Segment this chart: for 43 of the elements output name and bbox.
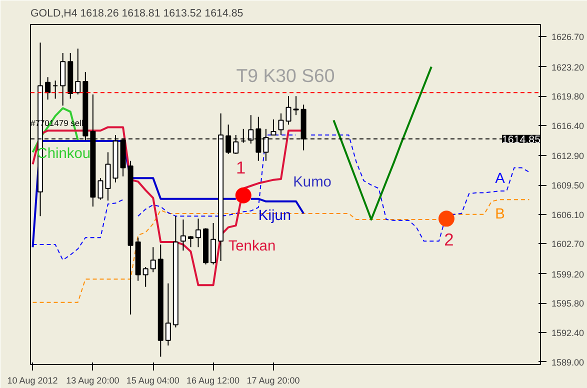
y-tick-label: 1606.10 (552, 210, 584, 220)
x-tick-label: 10 Aug 2012 (7, 376, 58, 386)
series-label: Tenkan (228, 238, 276, 254)
candlestick (270, 118, 276, 136)
y-tick-label: 1616.40 (552, 120, 584, 131)
y-tick-label: 1589.00 (552, 357, 584, 368)
chart-title: GOLD,H4 1618.26 1618.81 1613.52 1614.85 (30, 8, 244, 20)
x-tick-label: 13 Aug 20:00 (66, 376, 120, 386)
y-tick-label: 1619.80 (552, 92, 584, 102)
annotation: 2 (444, 230, 454, 250)
candlestick (210, 222, 216, 265)
y-tick-label: 1626.70 (552, 32, 584, 42)
annotation: Kumo (293, 174, 332, 191)
y-tick-label: 1602.70 (552, 239, 584, 250)
y-tick-label: 1592.40 (552, 328, 584, 338)
candlestick (142, 266, 148, 288)
x-tick-label: 17 Aug 20:00 (246, 376, 300, 386)
y-tick-label: 1623.20 (552, 62, 584, 72)
candlestick (293, 96, 299, 116)
series-label: A (495, 171, 506, 188)
candlestick (98, 178, 104, 200)
candlestick (45, 76, 51, 100)
candlestick (180, 219, 186, 252)
line-series (332, 66, 432, 221)
candlestick (75, 48, 81, 95)
candlestick (52, 80, 58, 100)
annotation: T9 K30 S60 (236, 65, 335, 86)
candlestick (286, 96, 292, 126)
x-tick-label: 16 Aug 12:00 (186, 376, 240, 386)
y-tick-label: 1599.20 (552, 269, 584, 280)
candlestick (150, 246, 156, 273)
ref-line-label: 1614.85 (502, 134, 541, 146)
candlestick (278, 112, 284, 136)
y-tick-label: 1612.90 (552, 151, 584, 162)
y-tick-label: 1595.80 (552, 298, 584, 309)
line-series (32, 199, 530, 303)
series-label: B (495, 206, 505, 223)
x-tick-label: 15 Aug 04:00 (126, 376, 180, 386)
candlestick (188, 235, 194, 248)
y-tick-label: 1609.50 (552, 180, 584, 191)
candlestick (165, 282, 171, 346)
candlestick (195, 218, 201, 248)
annotation: 1 (236, 157, 246, 178)
